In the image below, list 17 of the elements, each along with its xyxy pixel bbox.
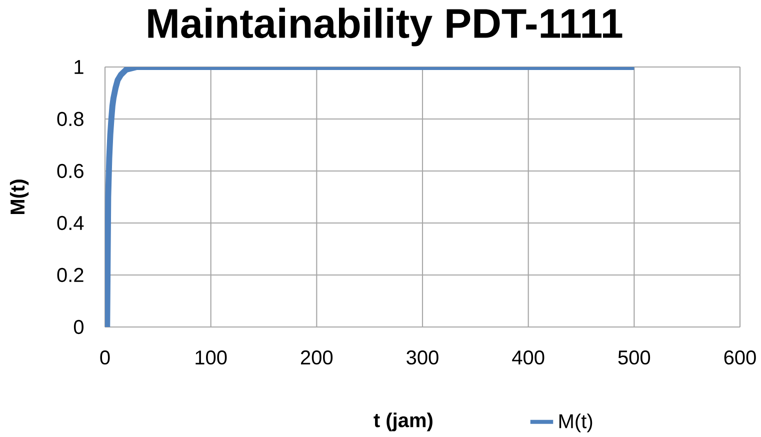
y-tick-label: 0.8 — [57, 112, 84, 126]
legend-label: M(t) — [559, 414, 592, 432]
x-tick-label: 300 — [406, 350, 438, 365]
x-tick-label: 0 — [100, 350, 110, 365]
x-axis-title: t (jam) — [374, 412, 432, 432]
x-tick-label: 400 — [512, 350, 544, 365]
chart-title: Maintainability PDT-1111 — [148, 8, 622, 46]
x-tick-label: 500 — [618, 350, 650, 365]
x-tick-label: 100 — [196, 350, 227, 365]
y-tick-label: 0 — [74, 320, 84, 334]
x-tick-label: 200 — [300, 350, 333, 365]
x-tick-label: 600 — [724, 350, 756, 365]
y-axis-title: M(t) — [10, 180, 29, 214]
y-tick-label: 1 — [74, 60, 84, 74]
y-tick-label: 0.2 — [57, 268, 84, 282]
y-tick-label: 0.6 — [57, 164, 84, 178]
y-tick-label: 0.4 — [57, 216, 84, 230]
